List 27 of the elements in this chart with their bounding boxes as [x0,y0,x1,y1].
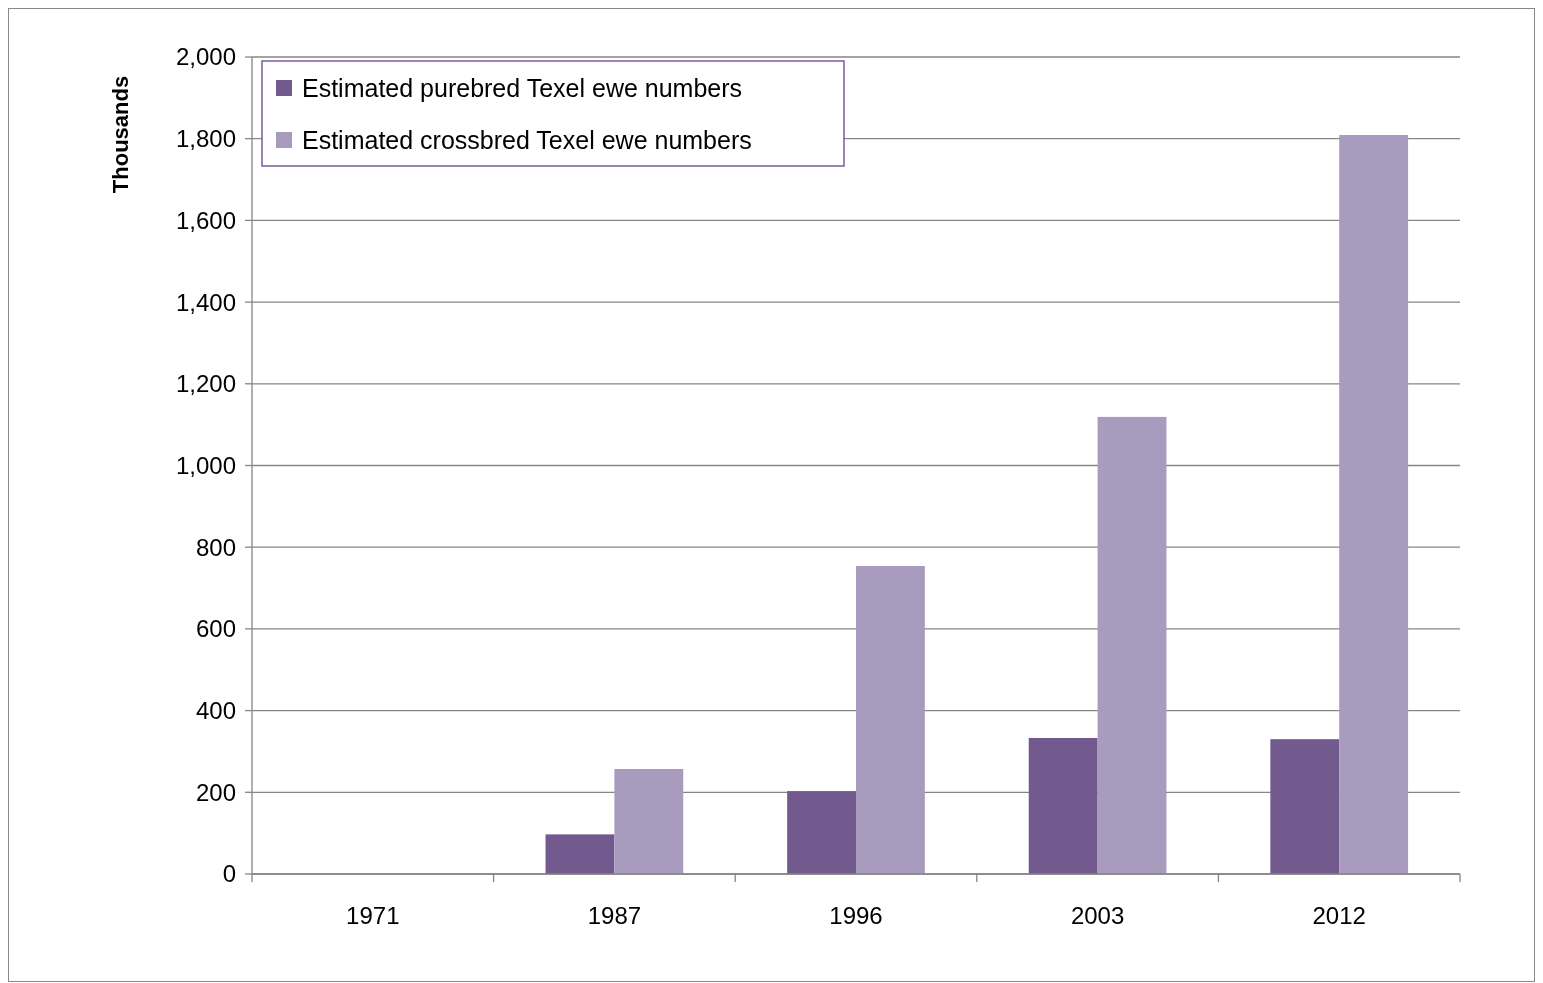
bar [1097,416,1167,874]
y-tick-label: 0 [222,860,236,888]
x-tick-label: 1996 [829,902,883,929]
y-tick-label: 2,000 [175,43,236,71]
y-tick-label: 400 [195,697,236,724]
y-tick-label: 1,400 [175,288,236,316]
y-axis-title: Thousands [108,75,133,194]
bar [1270,739,1340,874]
bar [787,791,856,874]
y-tick-label: 1,800 [175,125,236,153]
x-tick-label: 2012 [1312,902,1366,929]
y-tick-label: 1,000 [175,451,236,479]
x-tick-label: 2003 [1070,902,1125,929]
legend-label: Estimated purebred Texel ewe numbers [302,73,743,102]
bar [614,769,684,874]
y-tick-label: 600 [195,615,236,643]
bar [1028,737,1098,874]
y-tick-label: 1,200 [175,370,236,398]
x-tick-label: 1971 [346,902,400,929]
bar [856,565,925,874]
bar [545,834,615,874]
legend-label: Estimated crossbred Texel ewe numbers [302,125,752,154]
y-tick-label: 800 [195,533,236,561]
x-tick-label: 1987 [587,902,642,929]
y-tick-label: 1,600 [175,206,236,234]
y-tick-label: 200 [195,778,236,806]
bar [1339,135,1409,874]
